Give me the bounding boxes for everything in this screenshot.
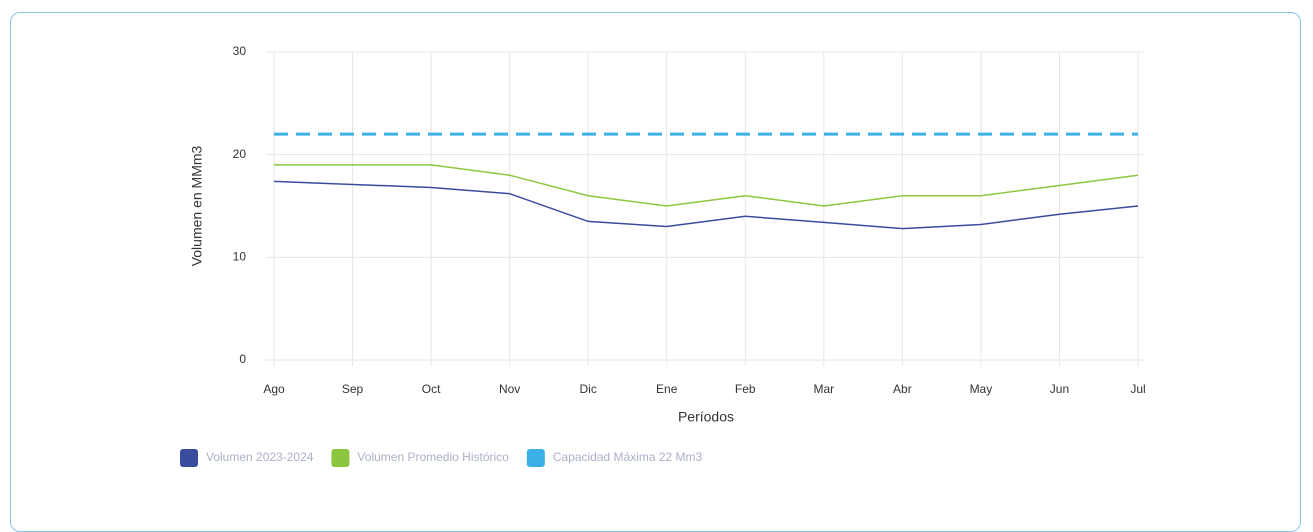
x-tick-label: Mar [813,382,834,396]
y-tick-label: 0 [239,352,246,366]
legend-label[interactable]: Volumen 2023-2024 [206,450,314,464]
x-tick-label: Jun [1050,382,1069,396]
series-line [273,180,1139,230]
chart: Volumen en MMm3 Períodos 0 10 20 30 Ago Sep Oc… [180,44,1146,467]
x-tick-label: Dic [580,382,597,396]
page: {"chart_data": {"type": "line", "x_label… [10,12,1301,532]
x-tick-label: Nov [499,382,520,396]
series-line [274,164,1139,207]
x-tick-label: Ene [656,382,678,396]
legend-label[interactable]: Volumen Promedio Histórico [357,450,509,464]
legend-swatch[interactable] [526,449,545,467]
legend-swatch[interactable] [180,449,198,467]
x-tick-label: Oct [422,382,441,396]
y-tick-label: 20 [233,147,247,161]
legend-swatch[interactable] [331,449,350,467]
x-tick-label: Sep [342,382,364,396]
y-tick-label: 30 [233,44,247,58]
y-tick-label: 10 [233,250,247,264]
x-tick-label: Feb [735,382,756,396]
x-tick-label: Abr [893,382,912,396]
x-tick-label: Ago [263,382,285,396]
y-axis-title: Volumen en MMm3 [189,145,205,266]
legend-label[interactable]: Capacidad Máxima 22 Mm3 [553,450,703,464]
x-axis-title: Períodos [678,409,734,425]
x-tick-label: May [970,382,993,396]
x-tick-label: Jul [1130,382,1145,396]
